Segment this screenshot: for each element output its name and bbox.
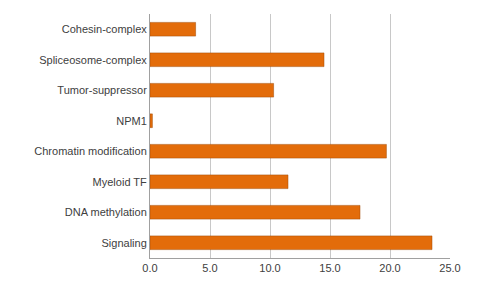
- svg-text:NPM1: NPM1: [116, 115, 147, 127]
- svg-text:Spliceosome-complex: Spliceosome-complex: [39, 54, 147, 66]
- svg-text:Tumor-suppressor: Tumor-suppressor: [57, 84, 147, 96]
- svg-text:5.0: 5.0: [202, 262, 217, 274]
- svg-text:Myeloid TF: Myeloid TF: [93, 176, 147, 188]
- svg-text:20.0: 20.0: [379, 262, 400, 274]
- svg-text:Cohesin-complex: Cohesin-complex: [62, 23, 147, 35]
- svg-text:0.0: 0.0: [142, 262, 157, 274]
- svg-text:10.0: 10.0: [259, 262, 280, 274]
- svg-text:Signaling: Signaling: [102, 237, 147, 249]
- svg-text:DNA methylation: DNA methylation: [65, 206, 147, 218]
- svg-text:15.0: 15.0: [319, 262, 340, 274]
- svg-text:25.0: 25.0: [439, 262, 460, 274]
- svg-text:Chromatin modification: Chromatin modification: [34, 145, 147, 157]
